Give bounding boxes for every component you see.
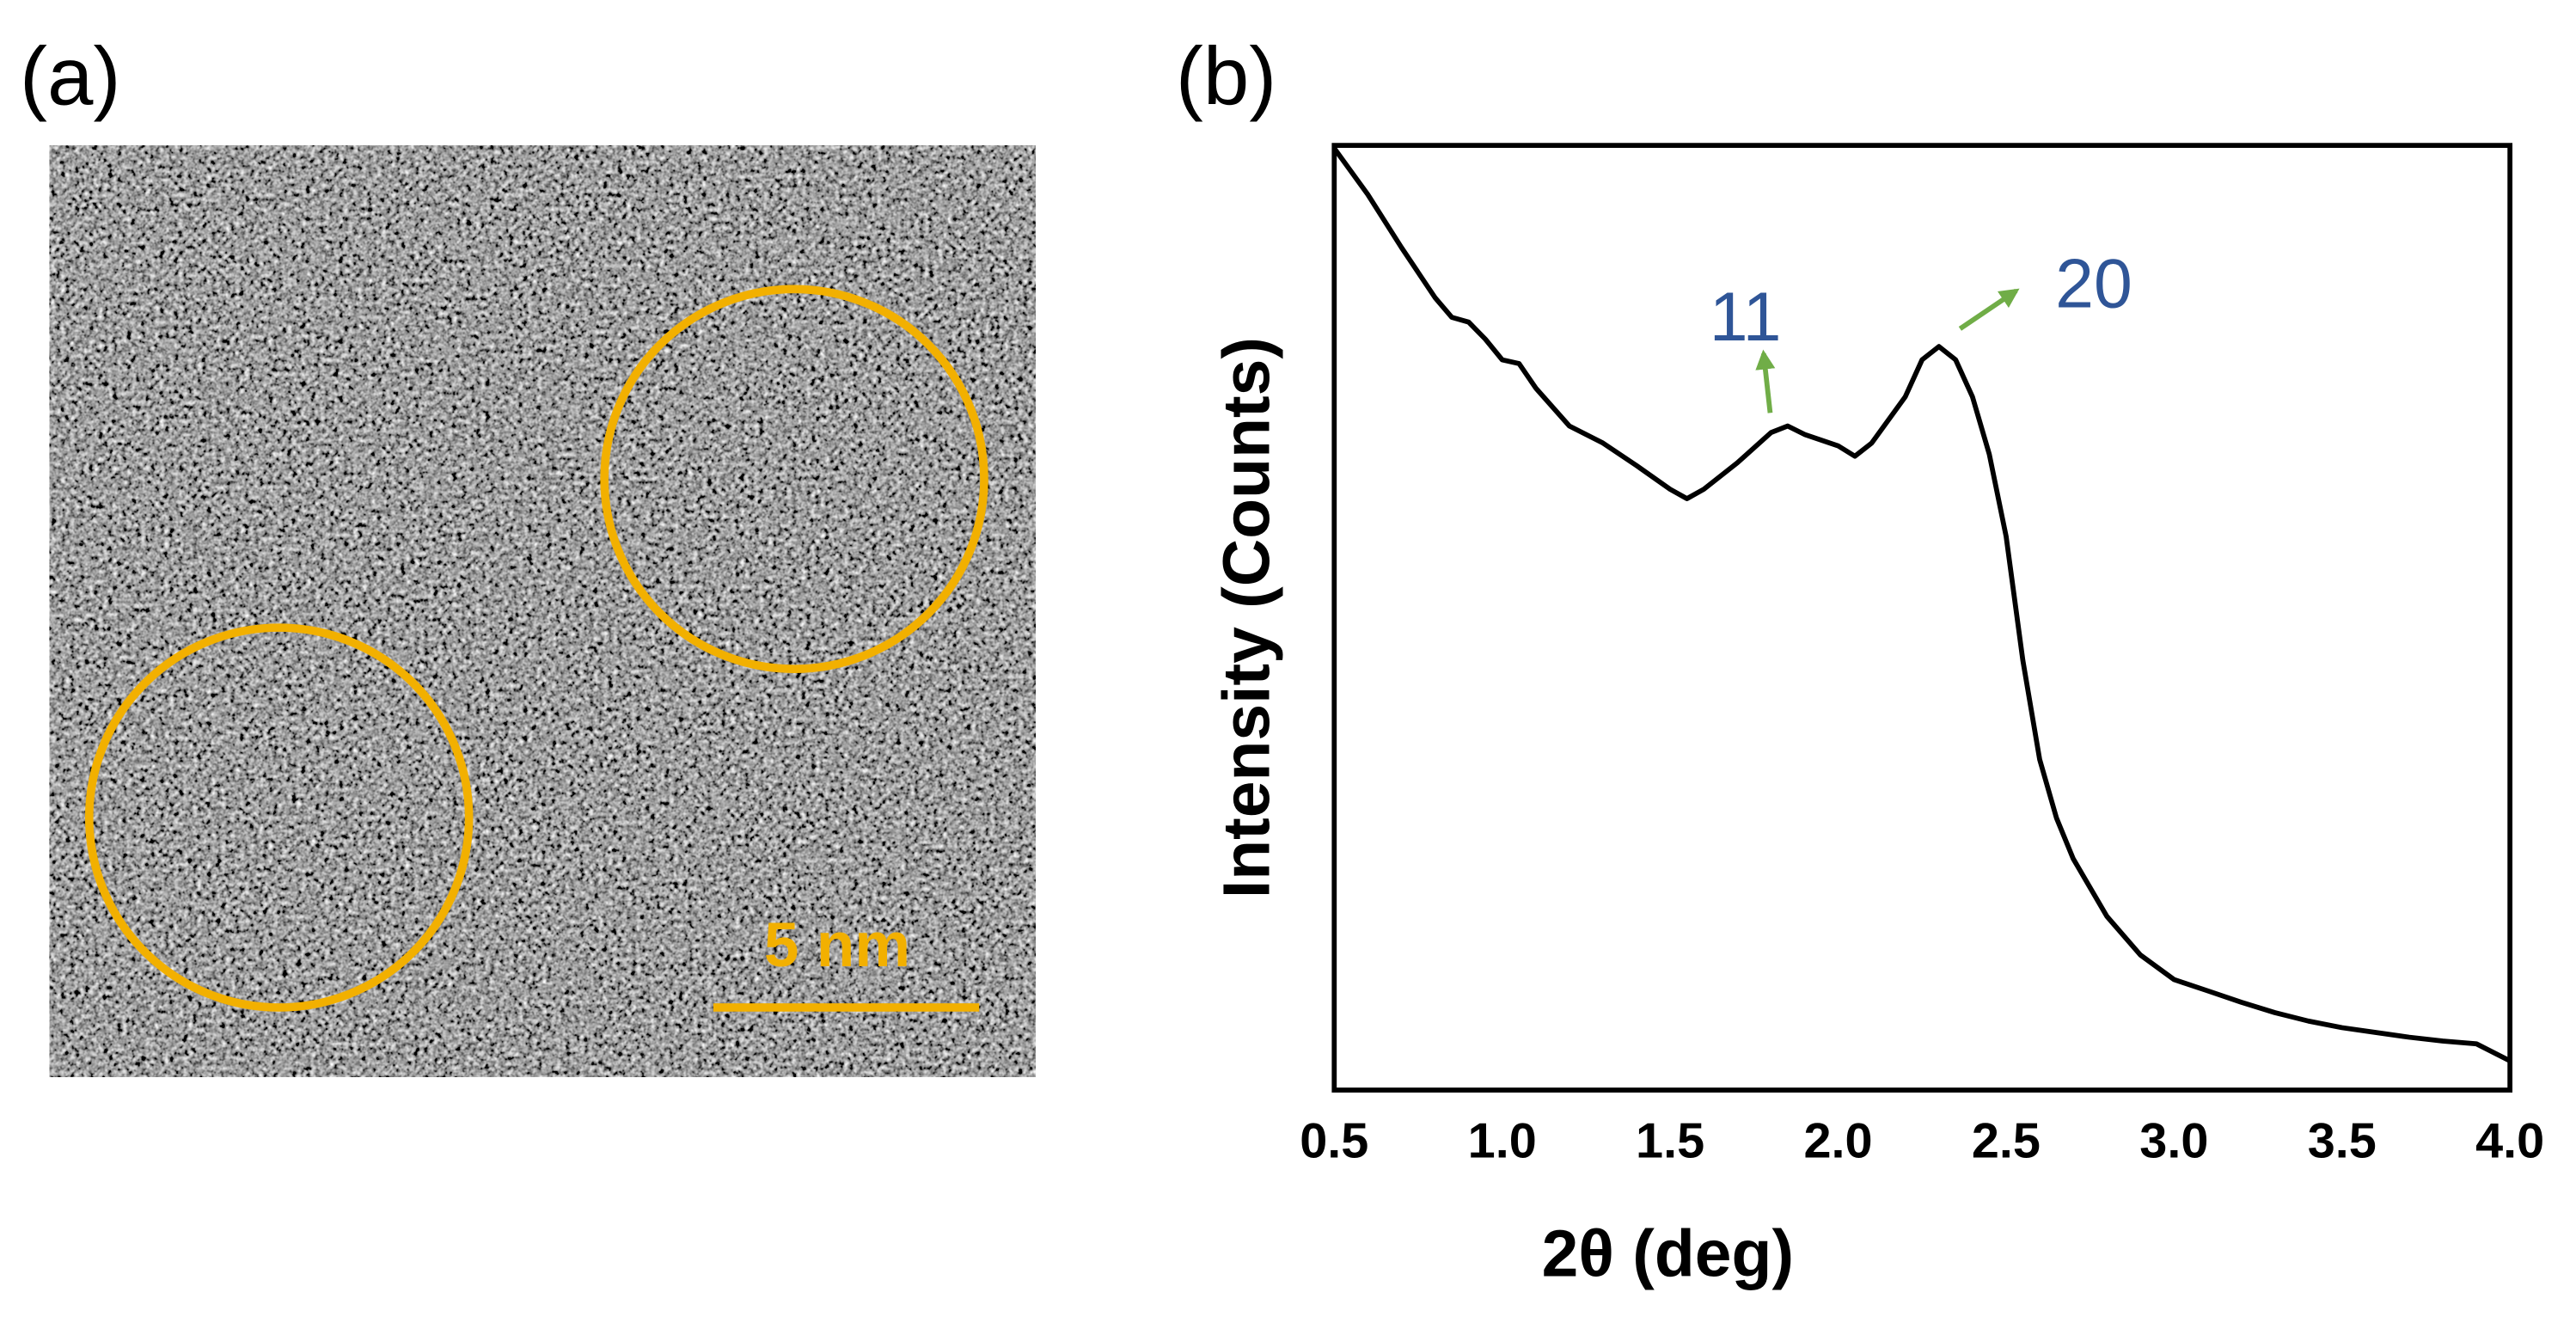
x-tick-label: 2.0 bbox=[1803, 1114, 1872, 1169]
y-axis-label: Intensity (Counts) bbox=[1210, 337, 1284, 898]
tem-texture bbox=[49, 145, 1036, 1077]
data-line bbox=[1331, 146, 2512, 1063]
x-tick-label: 2.5 bbox=[1972, 1114, 2041, 1169]
x-tick-label: 1.5 bbox=[1636, 1114, 1704, 1169]
x-axis-label: 2θ (deg) bbox=[1542, 1216, 1794, 1290]
plot-frame bbox=[1331, 143, 2513, 1093]
particle-circle bbox=[600, 285, 988, 673]
peak-arrow bbox=[1755, 349, 1776, 413]
x-tick-label: 3.0 bbox=[2139, 1114, 2208, 1169]
particle-circle bbox=[84, 623, 474, 1012]
peak-arrow bbox=[1958, 288, 2020, 331]
panel-label: (a) bbox=[20, 31, 120, 123]
x-tick-label: 0.5 bbox=[1300, 1114, 1368, 1169]
peak-label: 20 bbox=[2055, 246, 2132, 323]
panel-label: (b) bbox=[1176, 31, 1276, 123]
scale-bar-label: 5 nm bbox=[764, 910, 910, 980]
x-tick-label: 4.0 bbox=[2475, 1114, 2544, 1169]
x-tick-label: 1.0 bbox=[1468, 1114, 1537, 1169]
peak-label: 11 bbox=[1710, 279, 1782, 356]
x-tick-label: 3.5 bbox=[2308, 1114, 2377, 1169]
